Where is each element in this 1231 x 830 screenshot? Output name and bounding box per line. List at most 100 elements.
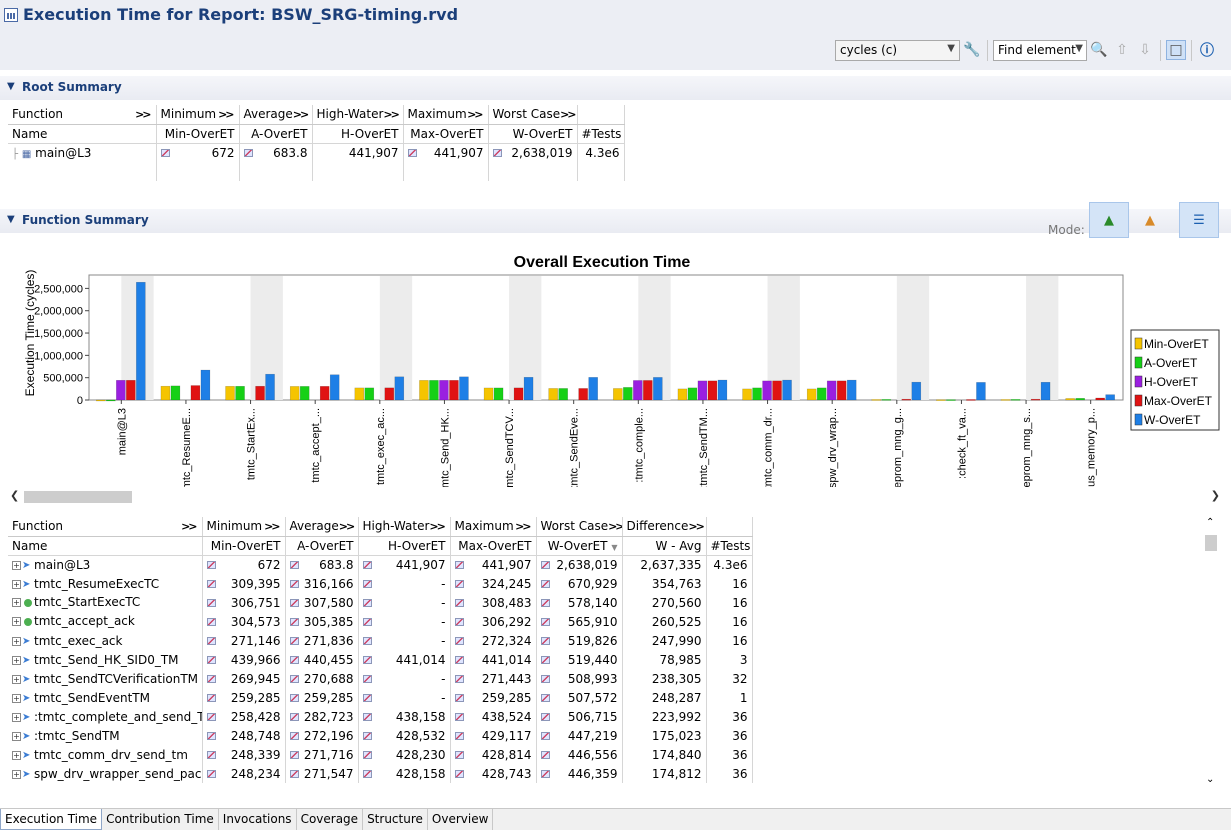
expand-icon[interactable]: + [12,750,21,760]
chart-icon[interactable] [540,636,550,645]
chart-icon[interactable] [454,560,464,569]
chart-icon[interactable] [289,617,299,626]
root-summary-header[interactable]: ▼ Root Summary [0,76,1231,100]
unit-select[interactable]: cycles (c) ▼ [835,40,960,61]
chart-icon[interactable] [454,655,464,664]
group-header-average[interactable]: Average >> [239,105,313,125]
chart-icon[interactable] [206,655,216,664]
chart-icon[interactable] [454,769,464,778]
table-row[interactable]: + ➤ spw_drv_wrapper_send_packet 248,234 271,… [8,764,753,783]
chart-icon[interactable] [206,579,216,588]
mode-hierarchy-button[interactable]: ▲ [1089,202,1129,238]
chart-icon[interactable] [206,674,216,683]
column-header-a-overet[interactable]: A-OverET [285,536,359,556]
chart-icon[interactable] [362,750,372,759]
tab-structure[interactable]: Structure [363,809,428,830]
chart-icon[interactable] [454,636,464,645]
chart-icon[interactable] [540,693,550,702]
column-header-tests[interactable]: #Tests [577,124,625,144]
table-row[interactable]: + ➤ tmtc_SendEventTM 259,285 259,285 - 259,285… [8,688,753,707]
group-header-difference[interactable]: Difference >> [622,517,707,537]
expand-icon[interactable]: + [12,560,21,570]
chart-icon[interactable] [243,148,253,157]
chart-icon[interactable] [206,731,216,740]
scrollbar-thumb[interactable] [1205,535,1217,551]
group-header-worst-case[interactable]: Worst Case >> [536,517,623,537]
chart-icon[interactable] [540,750,550,759]
chart-icon[interactable] [362,617,372,626]
table-vertical-scrollbar[interactable]: ⌃ ⌄ [1203,517,1219,785]
find-element-select[interactable]: Find element ▼ [993,40,1087,61]
chart-icon[interactable] [540,731,550,740]
chart-icon[interactable] [289,598,299,607]
chart-icon[interactable] [362,579,372,588]
expand-icon[interactable]: + [12,731,21,741]
column-header-w-overet[interactable]: W-OverET ▼ [536,536,623,556]
chart-icon[interactable] [492,148,502,157]
group-header-maximum[interactable]: Maximum >> [450,517,537,537]
chart-icon[interactable] [362,769,372,778]
tab-coverage[interactable]: Coverage [297,809,364,830]
expand-icon[interactable]: + [12,598,21,608]
chart-icon[interactable] [540,712,550,721]
chart-icon[interactable] [289,750,299,759]
chart-icon[interactable] [540,674,550,683]
column-header-a-overet[interactable]: A-OverET [239,124,313,144]
help-icon[interactable]: ⓘ [1200,43,1214,59]
expand-icon[interactable]: + [12,579,21,589]
tab-contribution-time[interactable]: Contribution Time [102,809,219,830]
group-header-minimum[interactable]: Minimum >> [202,517,286,537]
chart-icon[interactable] [540,579,550,588]
column-header-h-overet[interactable]: H-OverET [312,124,404,144]
column-header-h-overet[interactable]: H-OverET [358,536,451,556]
expand-icon[interactable]: + [12,769,21,779]
chart-icon[interactable] [454,693,464,702]
column-header-w-overet[interactable]: W-OverET [488,124,578,144]
column-header-name[interactable]: Name [8,536,203,556]
expand-icon[interactable]: + [12,712,21,722]
chart-icon[interactable] [362,598,372,607]
group-header-function[interactable]: Function >> [8,105,157,125]
expand-icon[interactable]: + [12,617,21,627]
scroll-up-icon[interactable]: ⌃ [1206,517,1215,528]
expand-icon[interactable]: + [12,655,21,665]
chart-icon[interactable] [206,712,216,721]
mode-list-button[interactable]: ☰ [1179,202,1219,238]
mode-flat-button[interactable]: ▲ [1130,202,1170,238]
chart-icon[interactable] [362,655,372,664]
group-header-average[interactable]: Average >> [285,517,359,537]
scroll-left-icon[interactable]: ❮ [10,489,20,502]
table-row[interactable]: + ➤ tmtc_comm_drv_send_tm 248,339 271,716 428… [8,745,753,764]
expand-icon[interactable]: + [12,693,21,703]
column-header-w-avg[interactable]: W - Avg [622,536,707,556]
table-row[interactable]: + tmtc_accept_ack 304,573 305,385 - 306,292 56… [8,612,753,631]
search-icon[interactable]: 🔍 [1090,42,1108,58]
tab-execution-time[interactable]: Execution Time [0,809,103,830]
chart-icon[interactable] [362,731,372,740]
chart-icon[interactable] [160,148,170,157]
table-row[interactable]: + ➤ tmtc_exec_ack 271,146 271,836 - 272,324 519… [8,631,753,650]
chart-icon[interactable] [454,712,464,721]
tab-invocations[interactable]: Invocations [219,809,297,830]
chart-icon[interactable] [206,617,216,626]
chart-icon[interactable] [289,712,299,721]
chart-icon[interactable] [289,636,299,645]
chart-icon[interactable] [407,148,417,157]
arrow-down-icon[interactable]: ⇩ [1139,42,1151,58]
chart-icon[interactable] [206,750,216,759]
chart-icon[interactable] [289,674,299,683]
chart-icon[interactable] [454,750,464,759]
arrow-up-icon[interactable]: ⇧ [1116,42,1128,58]
column-header-max-overet[interactable]: Max-OverET [450,536,537,556]
chart-icon[interactable] [454,731,464,740]
group-header-high-water[interactable]: High-Water >> [312,105,404,125]
column-header-name[interactable]: Name [8,124,157,144]
chart-horizontal-scrollbar[interactable]: ❮ ❯ [8,489,1222,505]
column-header-tests[interactable]: #Tests [706,536,753,556]
chart-icon[interactable] [540,617,550,626]
table-row[interactable]: + ➤:tmtc_complete_and_send_TM 258,428 282,7… [8,707,753,726]
chart-icon[interactable] [454,579,464,588]
chart-icon[interactable] [540,560,550,569]
tab-overview[interactable]: Overview [428,809,494,830]
chart-icon[interactable] [206,598,216,607]
